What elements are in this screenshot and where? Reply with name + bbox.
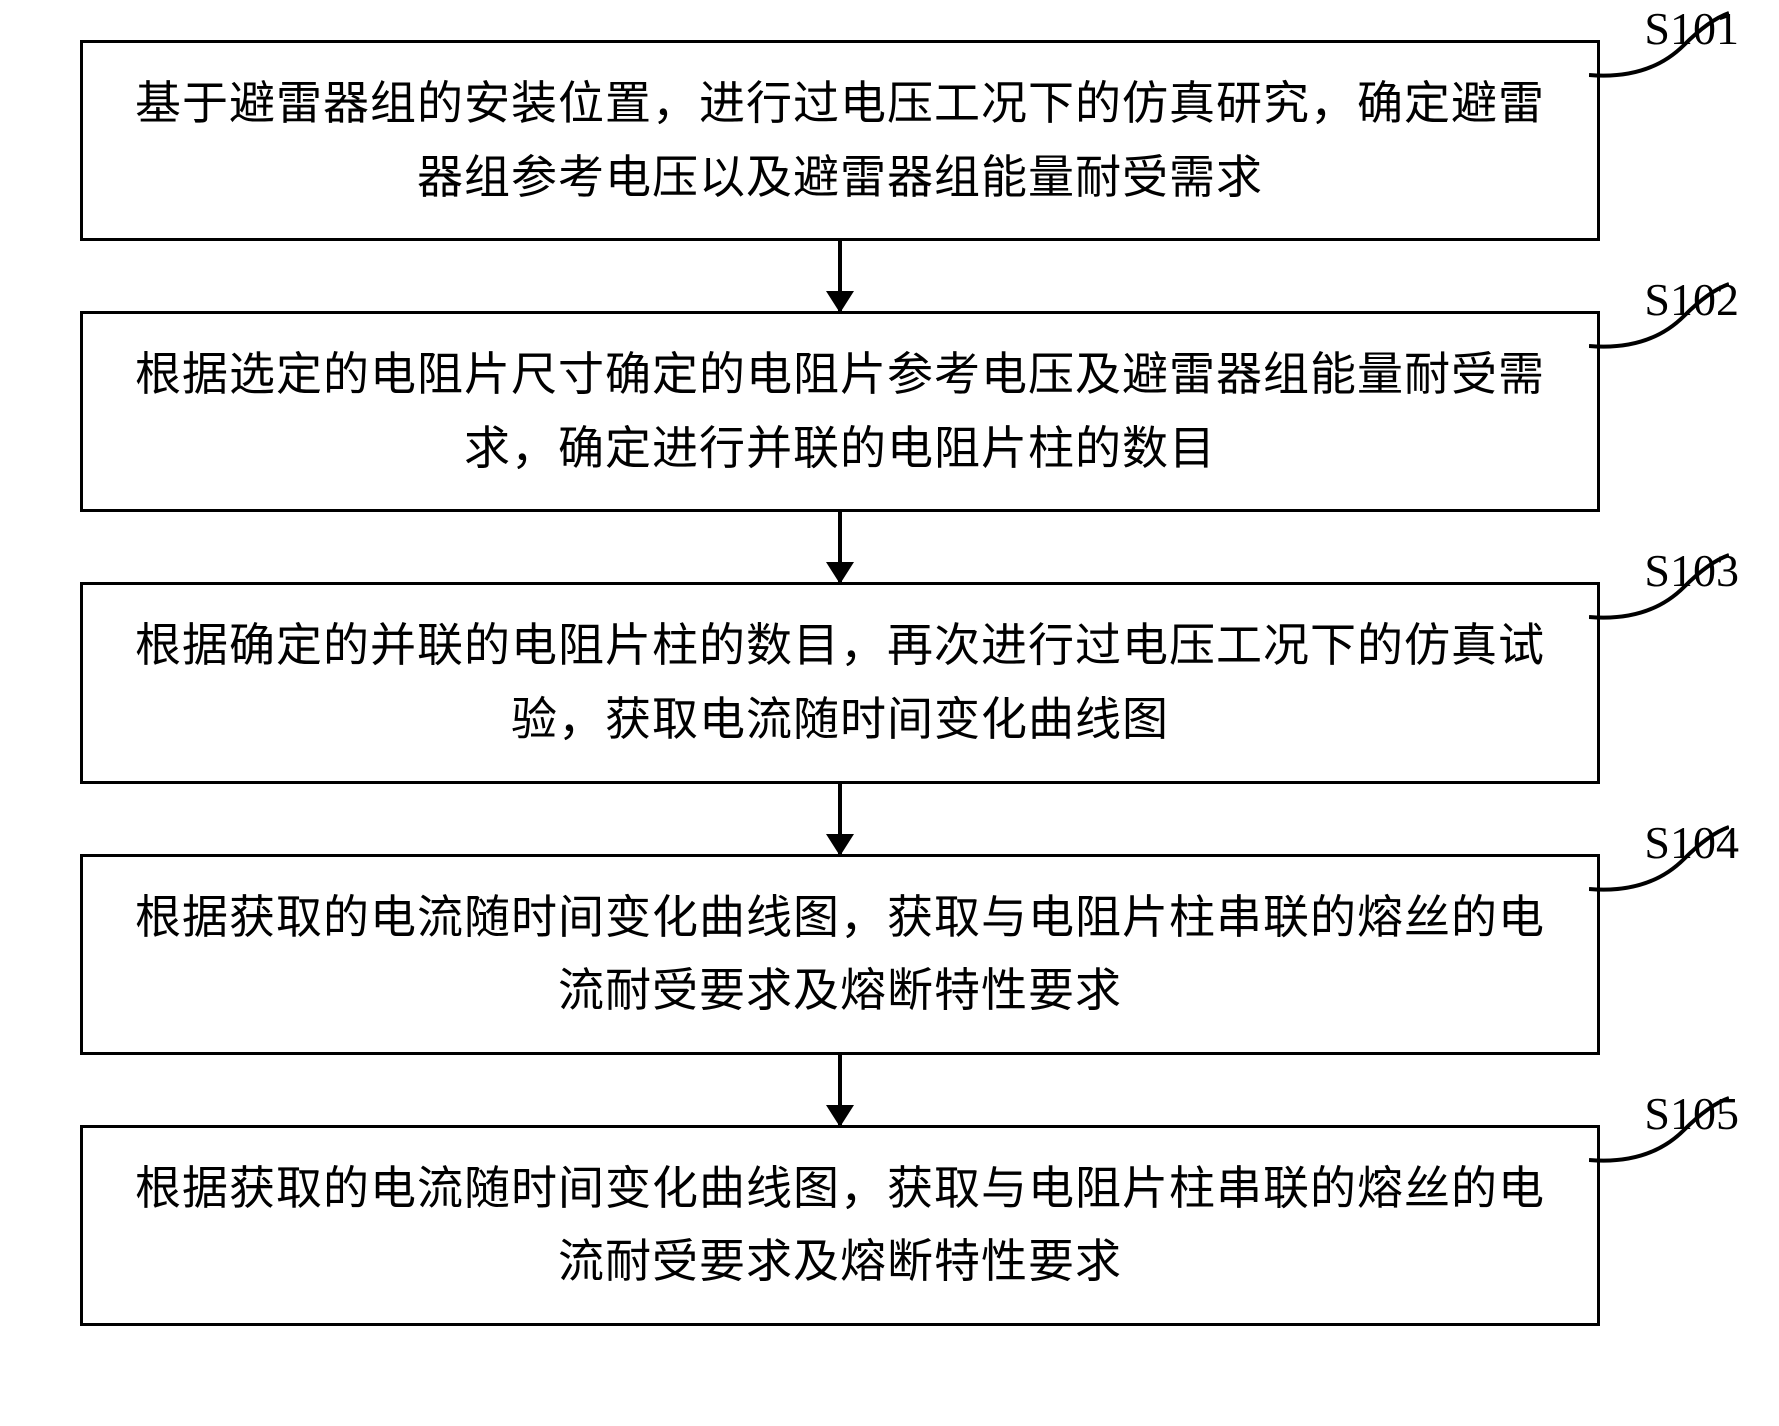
step-box-s101: 基于避雷器组的安装位置，进行过电压工况下的仿真研究，确定避雷器组参考电压以及避雷… bbox=[80, 40, 1600, 241]
arrow-connector bbox=[20, 241, 1759, 311]
arrow-head-icon bbox=[826, 291, 854, 313]
step-row: 根据确定的并联的电阻片柱的数目，再次进行过电压工况下的仿真试验，获取电流随时间变… bbox=[20, 582, 1759, 783]
arrow-head-icon bbox=[826, 562, 854, 584]
step-box-s103: 根据确定的并联的电阻片柱的数目，再次进行过电压工况下的仿真试验，获取电流随时间变… bbox=[80, 582, 1600, 783]
step-text: 根据获取的电流随时间变化曲线图，获取与电阻片柱串联的熔丝的电流耐受要求及熔断特性… bbox=[123, 881, 1557, 1028]
step-box-s104: 根据获取的电流随时间变化曲线图，获取与电阻片柱串联的熔丝的电流耐受要求及熔断特性… bbox=[80, 854, 1600, 1055]
step-row: 根据获取的电流随时间变化曲线图，获取与电阻片柱串联的熔丝的电流耐受要求及熔断特性… bbox=[20, 1125, 1759, 1326]
arrow-head-icon bbox=[826, 1105, 854, 1127]
step-label: S101 bbox=[1644, 2, 1739, 55]
step-label: S104 bbox=[1644, 816, 1739, 869]
step-text: 根据获取的电流随时间变化曲线图，获取与电阻片柱串联的熔丝的电流耐受要求及熔断特性… bbox=[123, 1152, 1557, 1299]
step-row: 根据选定的电阻片尺寸确定的电阻片参考电压及避雷器组能量耐受需求，确定进行并联的电… bbox=[20, 311, 1759, 512]
step-label: S105 bbox=[1644, 1087, 1739, 1140]
flowchart-container: 基于避雷器组的安装位置，进行过电压工况下的仿真研究，确定避雷器组参考电压以及避雷… bbox=[20, 40, 1759, 1326]
step-row: 基于避雷器组的安装位置，进行过电压工况下的仿真研究，确定避雷器组参考电压以及避雷… bbox=[20, 40, 1759, 241]
step-label: S103 bbox=[1644, 544, 1739, 597]
step-box-s102: 根据选定的电阻片尺寸确定的电阻片参考电压及避雷器组能量耐受需求，确定进行并联的电… bbox=[80, 311, 1600, 512]
step-text: 根据确定的并联的电阻片柱的数目，再次进行过电压工况下的仿真试验，获取电流随时间变… bbox=[123, 609, 1557, 756]
step-box-s105: 根据获取的电流随时间变化曲线图，获取与电阻片柱串联的熔丝的电流耐受要求及熔断特性… bbox=[80, 1125, 1600, 1326]
step-text: 根据选定的电阻片尺寸确定的电阻片参考电压及避雷器组能量耐受需求，确定进行并联的电… bbox=[123, 338, 1557, 485]
step-row: 根据获取的电流随时间变化曲线图，获取与电阻片柱串联的熔丝的电流耐受要求及熔断特性… bbox=[20, 854, 1759, 1055]
arrow-connector bbox=[20, 512, 1759, 582]
step-label: S102 bbox=[1644, 273, 1739, 326]
arrow-head-icon bbox=[826, 834, 854, 856]
arrow-connector bbox=[20, 784, 1759, 854]
arrow-connector bbox=[20, 1055, 1759, 1125]
step-text: 基于避雷器组的安装位置，进行过电压工况下的仿真研究，确定避雷器组参考电压以及避雷… bbox=[123, 67, 1557, 214]
